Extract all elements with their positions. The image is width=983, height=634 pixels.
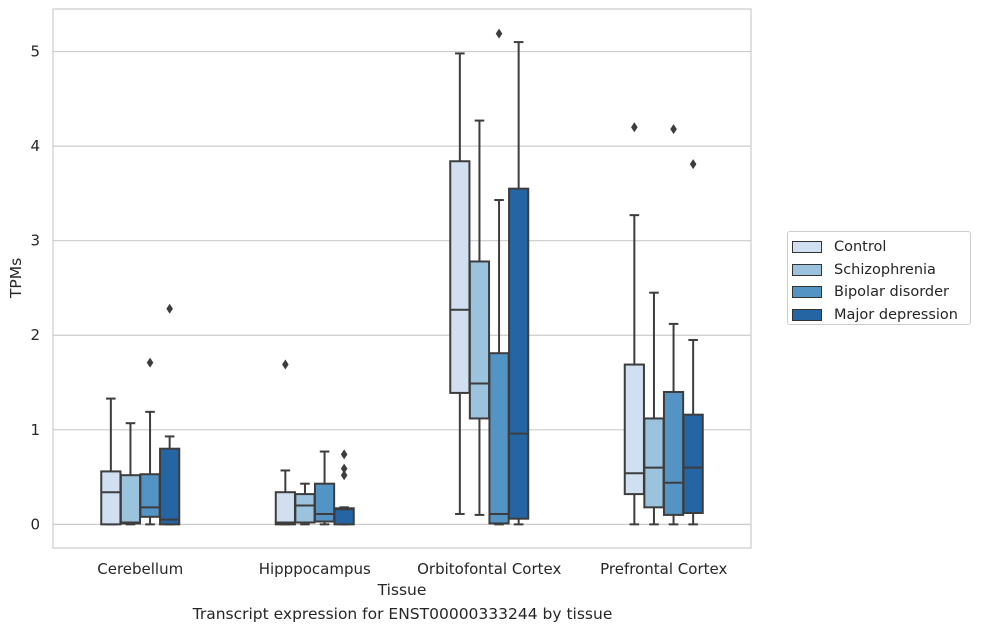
y-tick-label: 1 [30,421,40,439]
y-axis-label: TPMs [7,258,25,299]
box-group [662,124,685,526]
box [333,507,355,526]
x-tick-label: Prefrontal Cortex [600,560,727,578]
box-group [449,52,471,515]
y-tick-label: 5 [30,43,40,61]
outlier-point [282,359,289,370]
box-group [682,159,704,526]
legend-label: Bipolar disorder [834,284,949,301]
outlier-point [495,28,503,39]
x-tick-label: Hipppocampus [259,560,371,578]
legend-item: Bipolar disorder [792,281,970,304]
x-tick-label: Orbitofontal Cortex [417,560,561,578]
box-group [119,422,142,526]
box [682,413,704,515]
box [449,160,471,394]
y-tick-label: 4 [30,137,40,155]
box [159,447,181,526]
chart-caption: Transcript expression for ENST0000033324… [192,605,613,623]
box-plots [100,28,704,526]
outlier-point [340,470,348,481]
box-group [623,122,645,526]
plot-frame [52,8,752,549]
legend-label: Schizophrenia [834,261,936,278]
box [508,187,530,520]
outlier-point [689,159,697,170]
y-tick-label: 2 [30,326,40,344]
x-tick-label: Cerebellum [97,560,183,578]
legend-label: Control [834,239,887,256]
outlier-point [340,463,348,474]
outlier-point [146,357,154,368]
box [662,390,685,516]
box-group [100,397,122,526]
box [468,260,491,420]
box-group [333,449,355,526]
box-group [313,450,336,526]
box-group [643,291,665,526]
legend-label: Major depression [834,306,958,323]
box [294,493,316,524]
legend-swatch [792,263,822,276]
outlier-point [670,124,677,135]
legend-swatch [792,308,822,321]
box [643,417,665,509]
y-axis-ticks: 0 1 2 3 4 5 [30,43,40,534]
box [119,474,142,525]
legend-item: Control [792,236,970,259]
outlier-point [166,303,173,314]
box [139,473,161,518]
y-tick-label: 0 [30,515,40,533]
y-tick-label: 3 [30,232,40,250]
box-group [508,41,530,526]
legend-item: Schizophrenia [792,259,970,282]
legend: Control Schizophrenia Bipolar disorder M… [787,231,971,325]
legend-swatch [792,241,822,254]
box [100,470,122,526]
x-axis-ticks: Cerebellum Hipppocampus Orbitofontal Corte… [97,560,727,578]
outlier-point [340,449,348,460]
box [274,491,296,526]
box-group [139,357,161,526]
box-group [488,28,510,526]
box-group [294,482,316,526]
box-group [159,303,181,526]
legend-swatch [792,286,822,299]
box [313,482,336,523]
box [488,352,510,525]
outlier-point [631,122,638,133]
box [623,363,645,496]
x-axis-label: Tissue [377,581,427,599]
box-group [468,119,491,516]
legend-item: Major depression [792,304,970,327]
box-group [274,359,296,526]
